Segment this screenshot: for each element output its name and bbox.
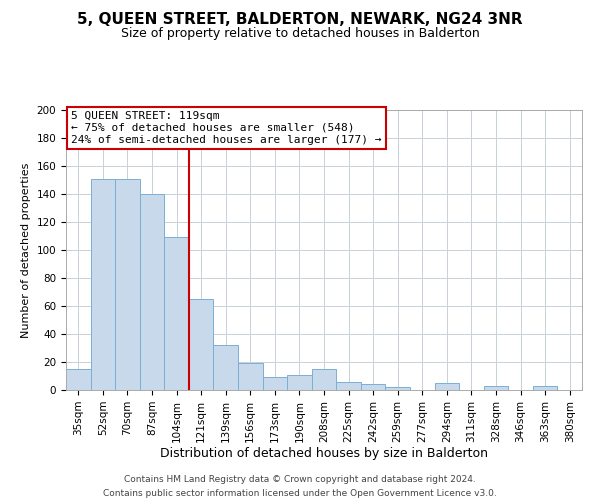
- Bar: [66, 369, 91, 390]
- Bar: [91, 178, 115, 390]
- Bar: [238, 364, 263, 390]
- Text: 5, QUEEN STREET, BALDERTON, NEWARK, NG24 3NR: 5, QUEEN STREET, BALDERTON, NEWARK, NG24…: [77, 12, 523, 28]
- Bar: [484, 386, 508, 390]
- Text: Contains HM Land Registry data © Crown copyright and database right 2024.
Contai: Contains HM Land Registry data © Crown c…: [103, 476, 497, 498]
- Bar: [434, 383, 459, 390]
- Bar: [164, 238, 189, 390]
- Bar: [361, 384, 385, 390]
- Bar: [115, 178, 140, 390]
- Bar: [385, 387, 410, 390]
- Bar: [263, 378, 287, 390]
- Bar: [287, 374, 312, 390]
- Bar: [140, 194, 164, 390]
- Text: 5 QUEEN STREET: 119sqm
← 75% of detached houses are smaller (548)
24% of semi-de: 5 QUEEN STREET: 119sqm ← 75% of detached…: [71, 112, 382, 144]
- Bar: [533, 386, 557, 390]
- Y-axis label: Number of detached properties: Number of detached properties: [21, 162, 31, 338]
- Bar: [214, 345, 238, 390]
- Bar: [312, 369, 336, 390]
- Bar: [189, 299, 214, 390]
- Text: Size of property relative to detached houses in Balderton: Size of property relative to detached ho…: [121, 28, 479, 40]
- Bar: [336, 382, 361, 390]
- X-axis label: Distribution of detached houses by size in Balderton: Distribution of detached houses by size …: [160, 448, 488, 460]
